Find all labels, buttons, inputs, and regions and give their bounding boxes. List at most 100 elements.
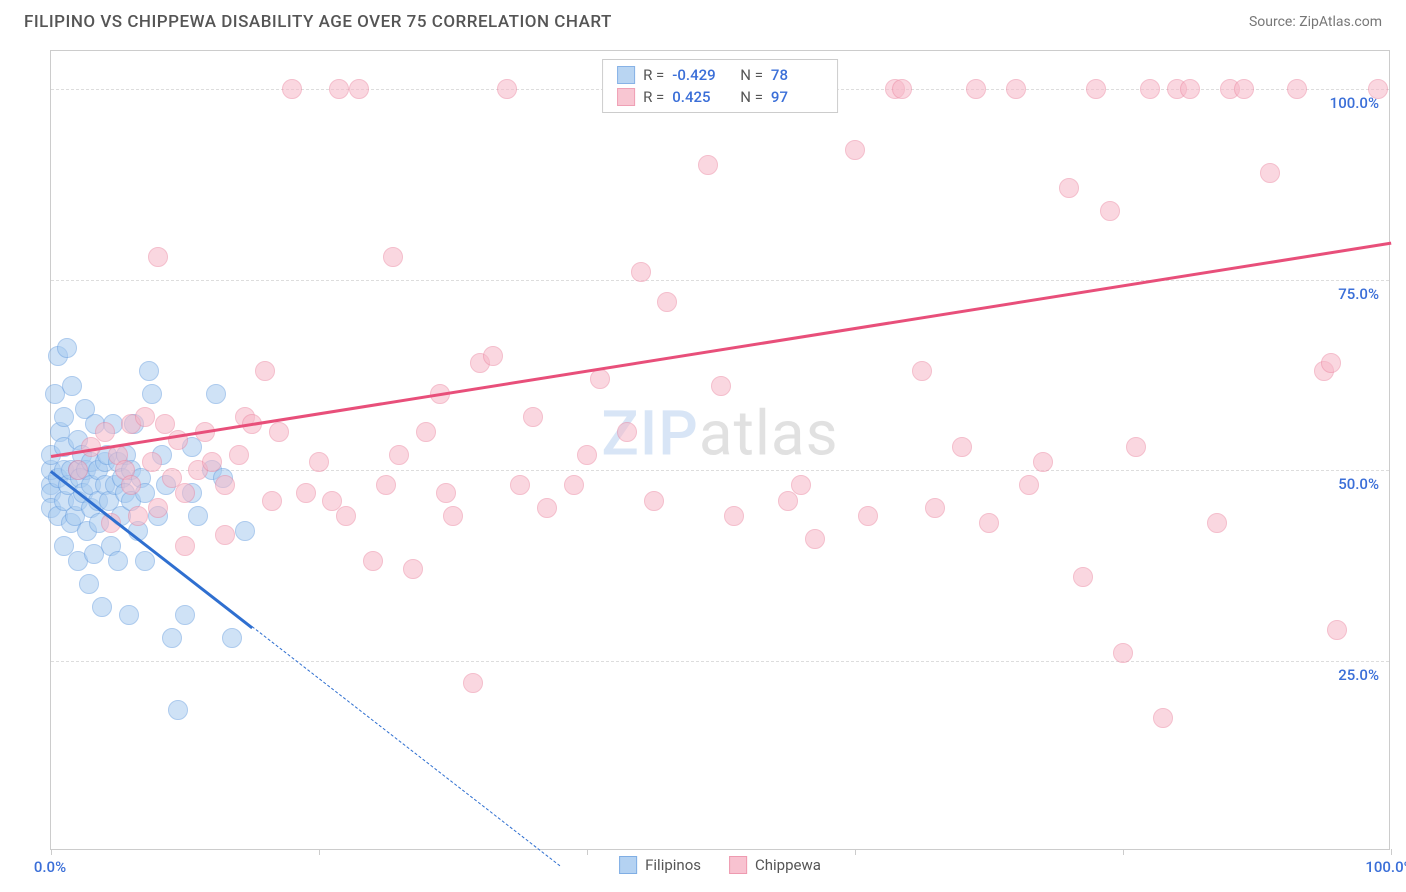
trend-line	[51, 241, 1391, 457]
data-point	[383, 247, 403, 267]
data-point	[564, 475, 584, 495]
data-point	[142, 452, 162, 472]
chart-source: Source: ZipAtlas.com	[1249, 14, 1382, 30]
legend-item: Chippewa	[729, 856, 821, 874]
y-tick-label: 25.0%	[1338, 666, 1379, 684]
data-point	[979, 513, 999, 533]
data-point	[1153, 708, 1173, 728]
data-point	[139, 361, 159, 381]
data-point	[92, 597, 112, 617]
data-point	[1234, 79, 1254, 99]
data-point	[296, 483, 316, 503]
data-point	[215, 525, 235, 545]
x-tick	[587, 849, 588, 855]
data-point	[577, 445, 597, 465]
stats-legend: R =-0.429N =78R =0.425N =97	[602, 59, 838, 113]
data-point	[206, 384, 226, 404]
data-point	[1321, 353, 1341, 373]
legend-label: Filipinos	[645, 856, 701, 874]
data-point	[329, 79, 349, 99]
data-point	[537, 498, 557, 518]
data-point	[1368, 79, 1388, 99]
n-value: 78	[771, 66, 823, 84]
data-point	[255, 361, 275, 381]
data-point	[1100, 201, 1120, 221]
data-point	[282, 79, 302, 99]
x-tick	[1391, 849, 1392, 855]
r-value: -0.429	[672, 66, 724, 84]
y-tick-label: 75.0%	[1338, 285, 1379, 303]
data-point	[510, 475, 530, 495]
n-label: N =	[740, 66, 763, 84]
r-label: R =	[643, 66, 664, 84]
data-point	[175, 483, 195, 503]
data-point	[698, 155, 718, 175]
data-point	[68, 460, 88, 480]
data-point	[463, 673, 483, 693]
x-tick-label: 0.0%	[34, 858, 66, 876]
scatter-plot: ZIPatlas 25.0%50.0%75.0%100.0%R =-0.429N…	[50, 50, 1390, 850]
data-point	[1180, 79, 1200, 99]
data-point	[175, 605, 195, 625]
series-legend: Filipinos Chippewa	[619, 856, 821, 874]
data-point	[724, 506, 744, 526]
data-point	[376, 475, 396, 495]
data-point	[483, 346, 503, 366]
n-label: N =	[740, 88, 763, 106]
data-point	[389, 445, 409, 465]
data-point	[235, 521, 255, 541]
data-point	[135, 551, 155, 571]
data-point	[1086, 79, 1106, 99]
data-point	[349, 79, 369, 99]
data-point	[416, 422, 436, 442]
data-point	[135, 407, 155, 427]
gridline	[51, 280, 1389, 281]
data-point	[657, 292, 677, 312]
data-point	[202, 452, 222, 472]
data-point	[336, 506, 356, 526]
trend-line-extrapolated	[252, 626, 561, 866]
data-point	[148, 247, 168, 267]
data-point	[222, 628, 242, 648]
r-label: R =	[643, 88, 664, 106]
data-point	[912, 361, 932, 381]
data-point	[791, 475, 811, 495]
data-point	[121, 475, 141, 495]
data-point	[631, 262, 651, 282]
data-point	[436, 483, 456, 503]
data-point	[79, 574, 99, 594]
data-point	[168, 700, 188, 720]
x-tick-label: 100.0%	[1365, 858, 1406, 876]
data-point	[162, 628, 182, 648]
legend-item: Filipinos	[619, 856, 701, 874]
legend-swatch	[617, 88, 635, 106]
data-point	[892, 79, 912, 99]
legend-label: Chippewa	[755, 856, 821, 874]
data-point	[925, 498, 945, 518]
data-point	[644, 491, 664, 511]
data-point	[119, 605, 139, 625]
data-point	[262, 491, 282, 511]
data-point	[188, 506, 208, 526]
data-point	[617, 422, 637, 442]
data-point	[858, 506, 878, 526]
data-point	[1207, 513, 1227, 533]
data-point	[523, 407, 543, 427]
r-value: 0.425	[672, 88, 724, 106]
data-point	[1113, 643, 1133, 663]
data-point	[108, 551, 128, 571]
data-point	[309, 452, 329, 472]
data-point	[1260, 163, 1280, 183]
data-point	[952, 437, 972, 457]
data-point	[1059, 178, 1079, 198]
data-point	[1006, 79, 1026, 99]
chart-title: FILIPINO VS CHIPPEWA DISABILITY AGE OVER…	[24, 12, 612, 32]
data-point	[215, 475, 235, 495]
data-point	[1073, 567, 1093, 587]
legend-swatch	[617, 66, 635, 84]
data-point	[403, 559, 423, 579]
x-tick	[1123, 849, 1124, 855]
x-tick	[319, 849, 320, 855]
data-point	[805, 529, 825, 549]
watermark-atlas: atlas	[699, 398, 839, 471]
